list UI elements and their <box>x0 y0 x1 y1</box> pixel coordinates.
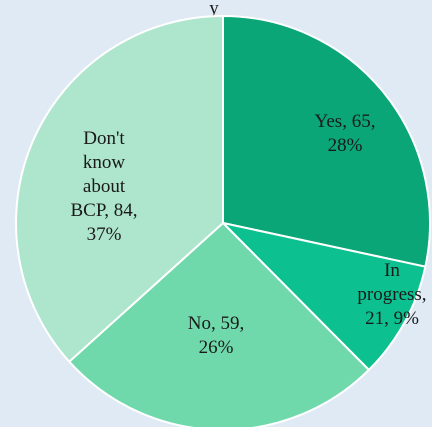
pie-slice-no <box>67 221 371 427</box>
chart-title-fragment: y <box>209 0 219 19</box>
slice-label-yes: Yes, 65, 28% <box>315 111 376 156</box>
slice-label-don-t-know-about-bcp: Don't know about BCP, 84, 37% <box>70 128 137 245</box>
slice-label-in-progress: In progress, 21, 9% <box>357 260 426 329</box>
pie-slice-in-progress <box>219 221 427 372</box>
slice-label-no: No, 59, 26% <box>188 313 244 358</box>
pie-slice-don-t-know-about-bcp <box>15 14 224 364</box>
pie-slice-yes <box>222 14 431 268</box>
